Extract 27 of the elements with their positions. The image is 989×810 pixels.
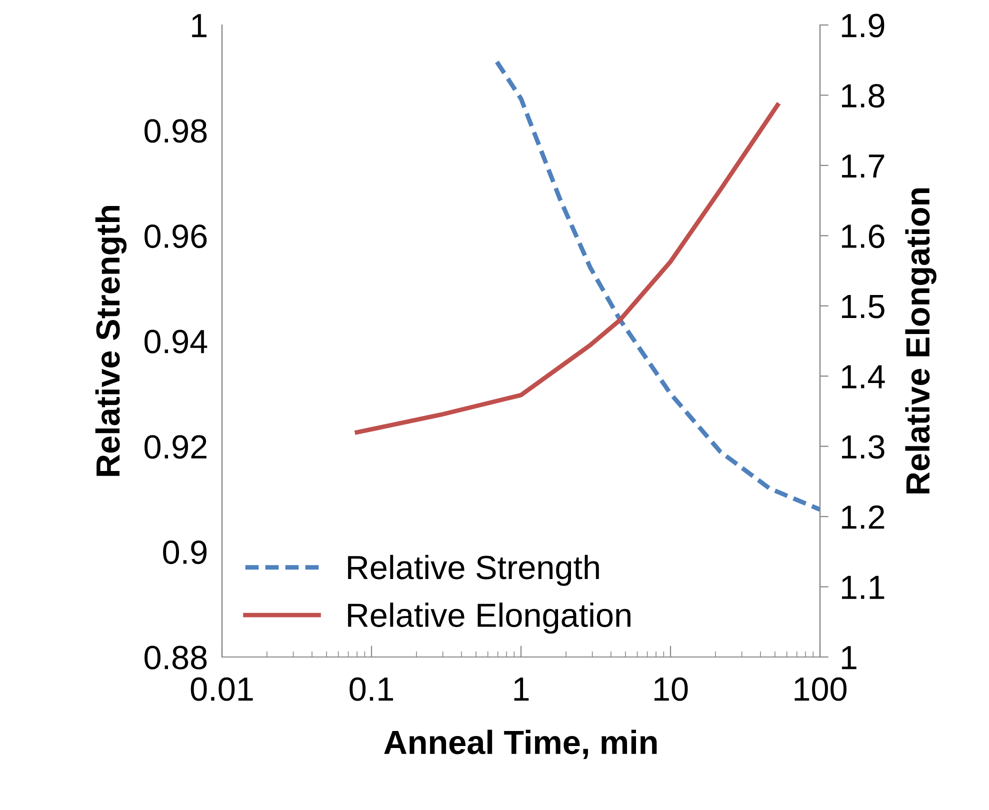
x-tick-label: 100 xyxy=(794,677,847,701)
y2-tick-label: 1.4 xyxy=(842,365,885,388)
y2-tick-label: 1.2 xyxy=(842,505,884,529)
y-tick-label: 1 xyxy=(192,14,206,38)
y2-tick-label: 1.5 xyxy=(842,295,884,318)
y2-tick-label: 1.9 xyxy=(842,14,884,38)
y2-tick-label: 1.3 xyxy=(842,435,884,459)
y2-tick-label: 1.6 xyxy=(842,224,884,248)
legend-label: Relative Strength xyxy=(348,554,599,586)
y2-axis-title: Relative Elongation xyxy=(905,188,936,494)
legend-label: Relative Elongation xyxy=(348,602,630,634)
y-axis-title: Relative Strength xyxy=(95,206,127,476)
y-tick-label: 0.9 xyxy=(163,540,207,564)
x-tick-label: 10 xyxy=(654,677,688,701)
y-tick-label: 0.96 xyxy=(144,224,207,248)
y2-tick-label: 1 xyxy=(842,646,856,670)
y-tick-label: 0.88 xyxy=(144,646,207,670)
y-tick-label: 0.98 xyxy=(144,119,207,143)
y2-tick-label: 1.1 xyxy=(842,576,884,599)
x-tick-label: 1 xyxy=(514,678,529,701)
x-tick-label: 0.1 xyxy=(350,677,394,701)
x-tick-label: 0.01 xyxy=(190,677,253,701)
x-axis-title: Anneal Time, min xyxy=(384,730,657,760)
y2-tick-label: 1.7 xyxy=(842,154,884,178)
y-tick-label: 0.94 xyxy=(144,330,208,354)
y-tick-label: 0.92 xyxy=(144,435,206,459)
y2-tick-label: 1.8 xyxy=(842,84,884,108)
